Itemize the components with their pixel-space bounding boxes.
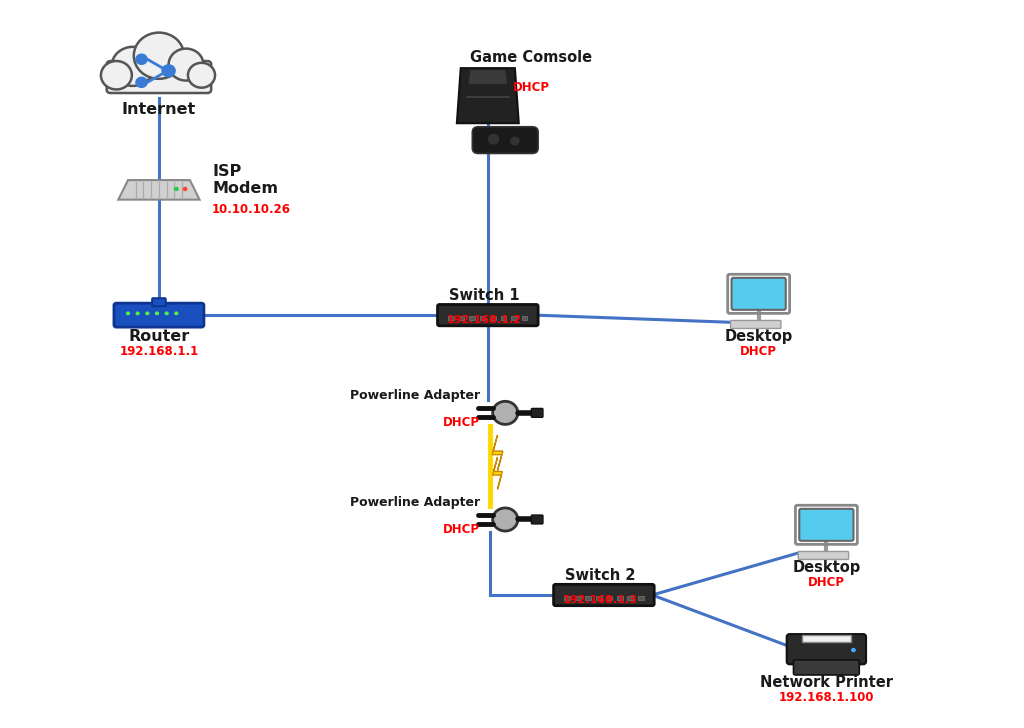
Polygon shape bbox=[468, 70, 507, 84]
FancyBboxPatch shape bbox=[459, 316, 465, 320]
FancyBboxPatch shape bbox=[596, 596, 601, 600]
Text: 192.168.1.2: 192.168.1.2 bbox=[446, 315, 521, 325]
FancyBboxPatch shape bbox=[153, 298, 166, 306]
Circle shape bbox=[112, 47, 154, 86]
Circle shape bbox=[101, 61, 132, 90]
FancyBboxPatch shape bbox=[731, 278, 785, 310]
FancyBboxPatch shape bbox=[472, 127, 539, 154]
FancyBboxPatch shape bbox=[521, 316, 527, 320]
Text: Switch 2: Switch 2 bbox=[565, 568, 635, 582]
Text: DHCP: DHCP bbox=[443, 523, 480, 536]
Text: ISP
Modem: ISP Modem bbox=[212, 164, 279, 197]
FancyBboxPatch shape bbox=[449, 316, 454, 320]
Text: 192.168.1.100: 192.168.1.100 bbox=[778, 691, 874, 704]
FancyBboxPatch shape bbox=[564, 596, 570, 600]
FancyBboxPatch shape bbox=[802, 635, 851, 642]
FancyBboxPatch shape bbox=[106, 61, 211, 93]
Text: Desktop: Desktop bbox=[793, 561, 860, 575]
Text: Internet: Internet bbox=[122, 102, 196, 117]
Circle shape bbox=[135, 312, 140, 315]
FancyBboxPatch shape bbox=[554, 585, 654, 606]
FancyBboxPatch shape bbox=[786, 634, 866, 665]
Text: 192.168.1.1: 192.168.1.1 bbox=[120, 345, 199, 358]
Circle shape bbox=[134, 33, 184, 79]
Text: Network Printer: Network Printer bbox=[760, 675, 893, 690]
FancyBboxPatch shape bbox=[490, 316, 496, 320]
Polygon shape bbox=[493, 457, 503, 489]
Text: Powerline Adapter: Powerline Adapter bbox=[350, 496, 480, 509]
Polygon shape bbox=[457, 68, 519, 123]
FancyBboxPatch shape bbox=[469, 316, 475, 320]
Text: DHCP: DHCP bbox=[443, 416, 480, 430]
Circle shape bbox=[188, 63, 215, 87]
FancyBboxPatch shape bbox=[114, 303, 204, 327]
Text: Switch 1: Switch 1 bbox=[449, 288, 519, 303]
Text: Powerline Adapter: Powerline Adapter bbox=[350, 389, 480, 402]
FancyBboxPatch shape bbox=[574, 596, 581, 600]
Polygon shape bbox=[119, 180, 200, 199]
Circle shape bbox=[135, 76, 147, 88]
FancyBboxPatch shape bbox=[511, 316, 517, 320]
Circle shape bbox=[851, 648, 856, 652]
FancyBboxPatch shape bbox=[616, 596, 623, 600]
Circle shape bbox=[487, 134, 500, 145]
Text: DHCP: DHCP bbox=[808, 577, 845, 590]
Text: 192.168.1.3: 192.168.1.3 bbox=[562, 595, 638, 605]
Circle shape bbox=[145, 312, 150, 315]
Text: Router: Router bbox=[128, 329, 189, 344]
Circle shape bbox=[162, 64, 176, 77]
Text: Game Comsole: Game Comsole bbox=[470, 50, 593, 65]
Polygon shape bbox=[493, 435, 503, 470]
Circle shape bbox=[182, 187, 187, 191]
Circle shape bbox=[155, 312, 159, 315]
Circle shape bbox=[493, 508, 518, 531]
Text: DHCP: DHCP bbox=[740, 345, 777, 358]
FancyBboxPatch shape bbox=[800, 509, 853, 541]
Text: 10.10.10.26: 10.10.10.26 bbox=[212, 203, 291, 216]
FancyBboxPatch shape bbox=[794, 660, 859, 675]
FancyBboxPatch shape bbox=[531, 515, 543, 524]
Circle shape bbox=[174, 187, 179, 191]
FancyBboxPatch shape bbox=[501, 316, 507, 320]
Circle shape bbox=[493, 401, 518, 424]
FancyBboxPatch shape bbox=[586, 596, 591, 600]
FancyBboxPatch shape bbox=[638, 596, 643, 600]
Circle shape bbox=[510, 137, 520, 146]
Circle shape bbox=[174, 312, 178, 315]
FancyBboxPatch shape bbox=[531, 408, 543, 417]
FancyBboxPatch shape bbox=[799, 552, 849, 559]
Circle shape bbox=[169, 49, 204, 81]
Text: DHCP: DHCP bbox=[513, 81, 550, 94]
Text: Desktop: Desktop bbox=[725, 329, 793, 344]
Circle shape bbox=[135, 53, 147, 65]
FancyBboxPatch shape bbox=[730, 320, 781, 328]
FancyBboxPatch shape bbox=[628, 596, 633, 600]
FancyBboxPatch shape bbox=[437, 304, 539, 326]
FancyBboxPatch shape bbox=[606, 596, 612, 600]
Circle shape bbox=[126, 312, 130, 315]
FancyBboxPatch shape bbox=[479, 316, 485, 320]
Circle shape bbox=[165, 312, 169, 315]
